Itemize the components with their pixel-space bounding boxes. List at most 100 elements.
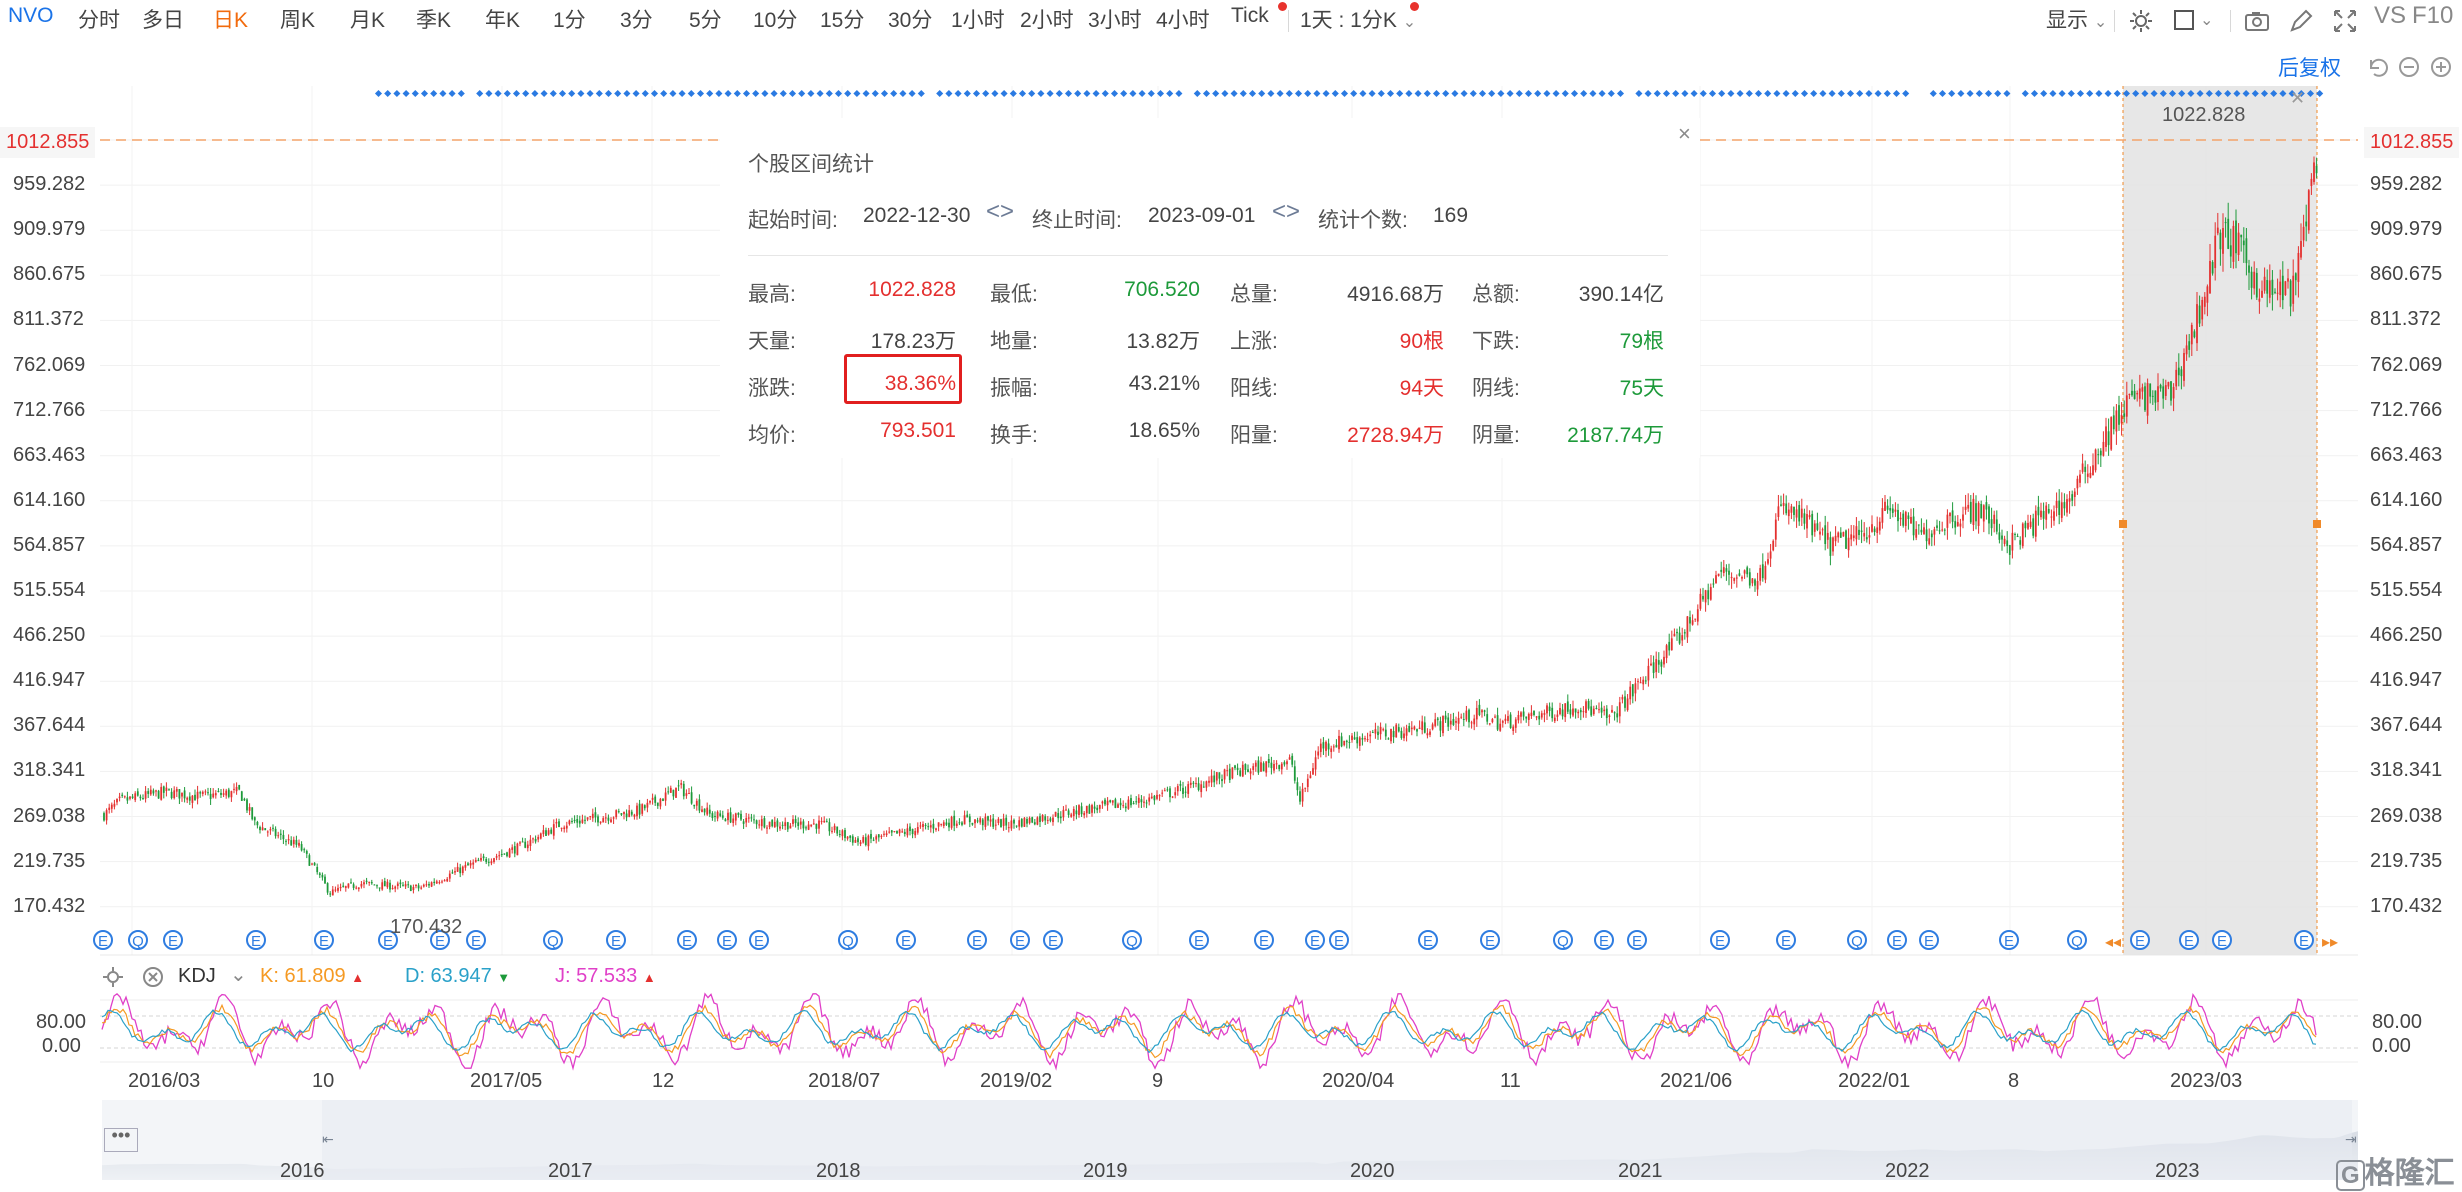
event-marker-e[interactable]: E xyxy=(1776,930,1796,950)
event-marker-e[interactable]: E xyxy=(1418,930,1438,950)
event-marker-e[interactable]: E xyxy=(1305,930,1325,950)
start-time-value[interactable]: 2022-12-30 xyxy=(863,204,971,227)
minute-k-dropdown[interactable]: 1天 : 1分K ⌄ xyxy=(1300,4,1416,34)
layout-square-icon[interactable] xyxy=(2170,6,2200,36)
period-tab[interactable]: 5分 xyxy=(689,9,722,32)
period-tab[interactable]: 1分 xyxy=(553,9,586,32)
f10-button[interactable]: F10 xyxy=(2412,2,2454,29)
event-marker-e[interactable]: E xyxy=(896,930,916,950)
event-marker-e[interactable]: E xyxy=(1480,930,1500,950)
period-tab[interactable]: 季K xyxy=(416,9,452,32)
event-marker-e[interactable]: E xyxy=(749,930,769,950)
candle-body xyxy=(818,820,820,829)
gear-icon[interactable] xyxy=(98,962,128,992)
range-selection[interactable] xyxy=(2119,86,2321,955)
zoom-in-icon[interactable] xyxy=(2426,52,2456,82)
event-marker-e[interactable]: E xyxy=(1254,930,1274,950)
event-marker-e[interactable]: E xyxy=(606,930,626,950)
candle-body xyxy=(2209,260,2211,294)
symbol-label[interactable]: NVO xyxy=(8,4,54,27)
event-marker-q[interactable]: Q xyxy=(2067,930,2087,950)
event-marker-e[interactable]: E xyxy=(1189,930,1209,950)
more-icon[interactable]: ••• xyxy=(104,1126,138,1152)
event-marker-e[interactable]: E xyxy=(466,930,486,950)
end-time-label: 终止时间: xyxy=(1032,209,1122,232)
event-marker-e[interactable]: E xyxy=(163,930,183,950)
event-marker-e[interactable]: E xyxy=(1594,930,1614,950)
event-marker-q[interactable]: Q xyxy=(838,930,858,950)
period-tab[interactable]: 2小时 xyxy=(1020,9,1074,32)
fullscreen-icon[interactable] xyxy=(2330,6,2360,36)
start-time-stepper-icon[interactable]: <> xyxy=(986,198,1015,225)
zoom-out-icon[interactable] xyxy=(2394,52,2424,82)
event-marker-e[interactable]: E xyxy=(430,930,450,950)
event-marker-q[interactable]: Q xyxy=(543,930,563,950)
period-tab[interactable]: 1小时 xyxy=(951,9,1005,32)
event-markers[interactable]: E Q E E E E E E Q E E E E Q E E E E Q E E E E E E Q E E E E Q E E E Q E E E E◂… xyxy=(93,930,2338,951)
compare-button[interactable]: VS xyxy=(2374,2,2407,29)
period-tab[interactable]: 多日 xyxy=(142,9,184,32)
event-marker-e[interactable]: E xyxy=(1043,930,1063,950)
display-dropdown[interactable]: 显示 ⌄ xyxy=(2046,4,2107,34)
period-tab[interactable]: 10分 xyxy=(753,9,798,32)
close-selection-icon[interactable]: ✕ xyxy=(2290,88,2306,108)
event-marker-label: E xyxy=(1599,933,1609,950)
candle-body xyxy=(2131,390,2133,396)
period-tab[interactable]: 分时 xyxy=(78,9,120,32)
gear-icon[interactable] xyxy=(2126,6,2156,36)
candle-body xyxy=(802,821,805,829)
event-marker-e[interactable]: E xyxy=(2294,930,2314,950)
event-marker-e[interactable]: E xyxy=(1010,930,1030,950)
candle-body xyxy=(339,886,342,889)
close-icon[interactable]: × xyxy=(1678,121,1691,146)
event-marker-e[interactable]: E xyxy=(2130,930,2150,950)
candle-body xyxy=(1543,713,1546,715)
candle-body xyxy=(1031,817,1034,823)
time-navigator[interactable]: ⇤ ⇥ xyxy=(102,1100,2358,1180)
period-tab[interactable]: 年K xyxy=(485,9,521,32)
marker-diamond xyxy=(788,89,797,98)
chevron-down-icon[interactable]: ⌄ xyxy=(230,964,247,986)
event-marker-e[interactable]: E xyxy=(2212,930,2232,950)
event-marker-e[interactable]: E xyxy=(1329,930,1349,950)
end-time-value[interactable]: 2023-09-01 xyxy=(1148,204,1256,227)
event-marker-e[interactable]: E xyxy=(314,930,334,950)
event-marker-e[interactable]: E xyxy=(2179,930,2199,950)
chevron-down-icon[interactable]: ⌄ xyxy=(2200,12,2214,29)
period-tab[interactable]: 15分 xyxy=(820,9,865,32)
period-tab[interactable]: 30分 xyxy=(888,9,933,32)
period-tab[interactable]: 周K xyxy=(280,9,316,32)
period-tab[interactable]: 3分 xyxy=(620,9,653,32)
event-marker-q[interactable]: Q xyxy=(1122,930,1142,950)
event-marker-e[interactable]: E xyxy=(967,930,987,950)
marker-diamond xyxy=(1984,89,1993,98)
candle-body xyxy=(316,866,319,873)
event-marker-e[interactable]: E xyxy=(717,930,737,950)
event-marker-q[interactable]: Q xyxy=(1553,930,1573,950)
camera-icon[interactable] xyxy=(2242,6,2272,36)
event-marker-label: E xyxy=(251,933,261,950)
event-marker-q[interactable]: Q xyxy=(128,930,148,950)
candle-body xyxy=(2250,271,2253,288)
event-marker-e[interactable]: E xyxy=(1887,930,1907,950)
indicator-name[interactable]: KDJ xyxy=(178,965,216,987)
event-marker-e[interactable]: E xyxy=(677,930,697,950)
undo-icon[interactable] xyxy=(2362,52,2392,82)
event-marker-e[interactable]: E xyxy=(1710,930,1730,950)
close-circle-icon[interactable] xyxy=(138,962,168,992)
event-marker-e[interactable]: E xyxy=(1919,930,1939,950)
period-tab[interactable]: 月K xyxy=(350,9,386,32)
period-tab[interactable]: 4小时 xyxy=(1156,9,1210,32)
period-tab[interactable]: 3小时 xyxy=(1088,9,1142,32)
event-marker-q[interactable]: Q xyxy=(1847,930,1867,950)
event-marker-e[interactable]: E xyxy=(1627,930,1647,950)
end-time-stepper-icon[interactable]: <> xyxy=(1272,198,1301,225)
period-tab-active[interactable]: 日K xyxy=(213,9,249,32)
pencil-icon[interactable] xyxy=(2286,6,2316,36)
period-tab[interactable]: Tick xyxy=(1231,4,1269,27)
event-marker-e[interactable]: E xyxy=(378,930,398,950)
event-marker-e[interactable]: E xyxy=(246,930,266,950)
adjust-button[interactable]: 后复权 xyxy=(2278,57,2341,80)
event-marker-e[interactable]: E xyxy=(1999,930,2019,950)
event-marker-e[interactable]: E xyxy=(93,930,113,950)
